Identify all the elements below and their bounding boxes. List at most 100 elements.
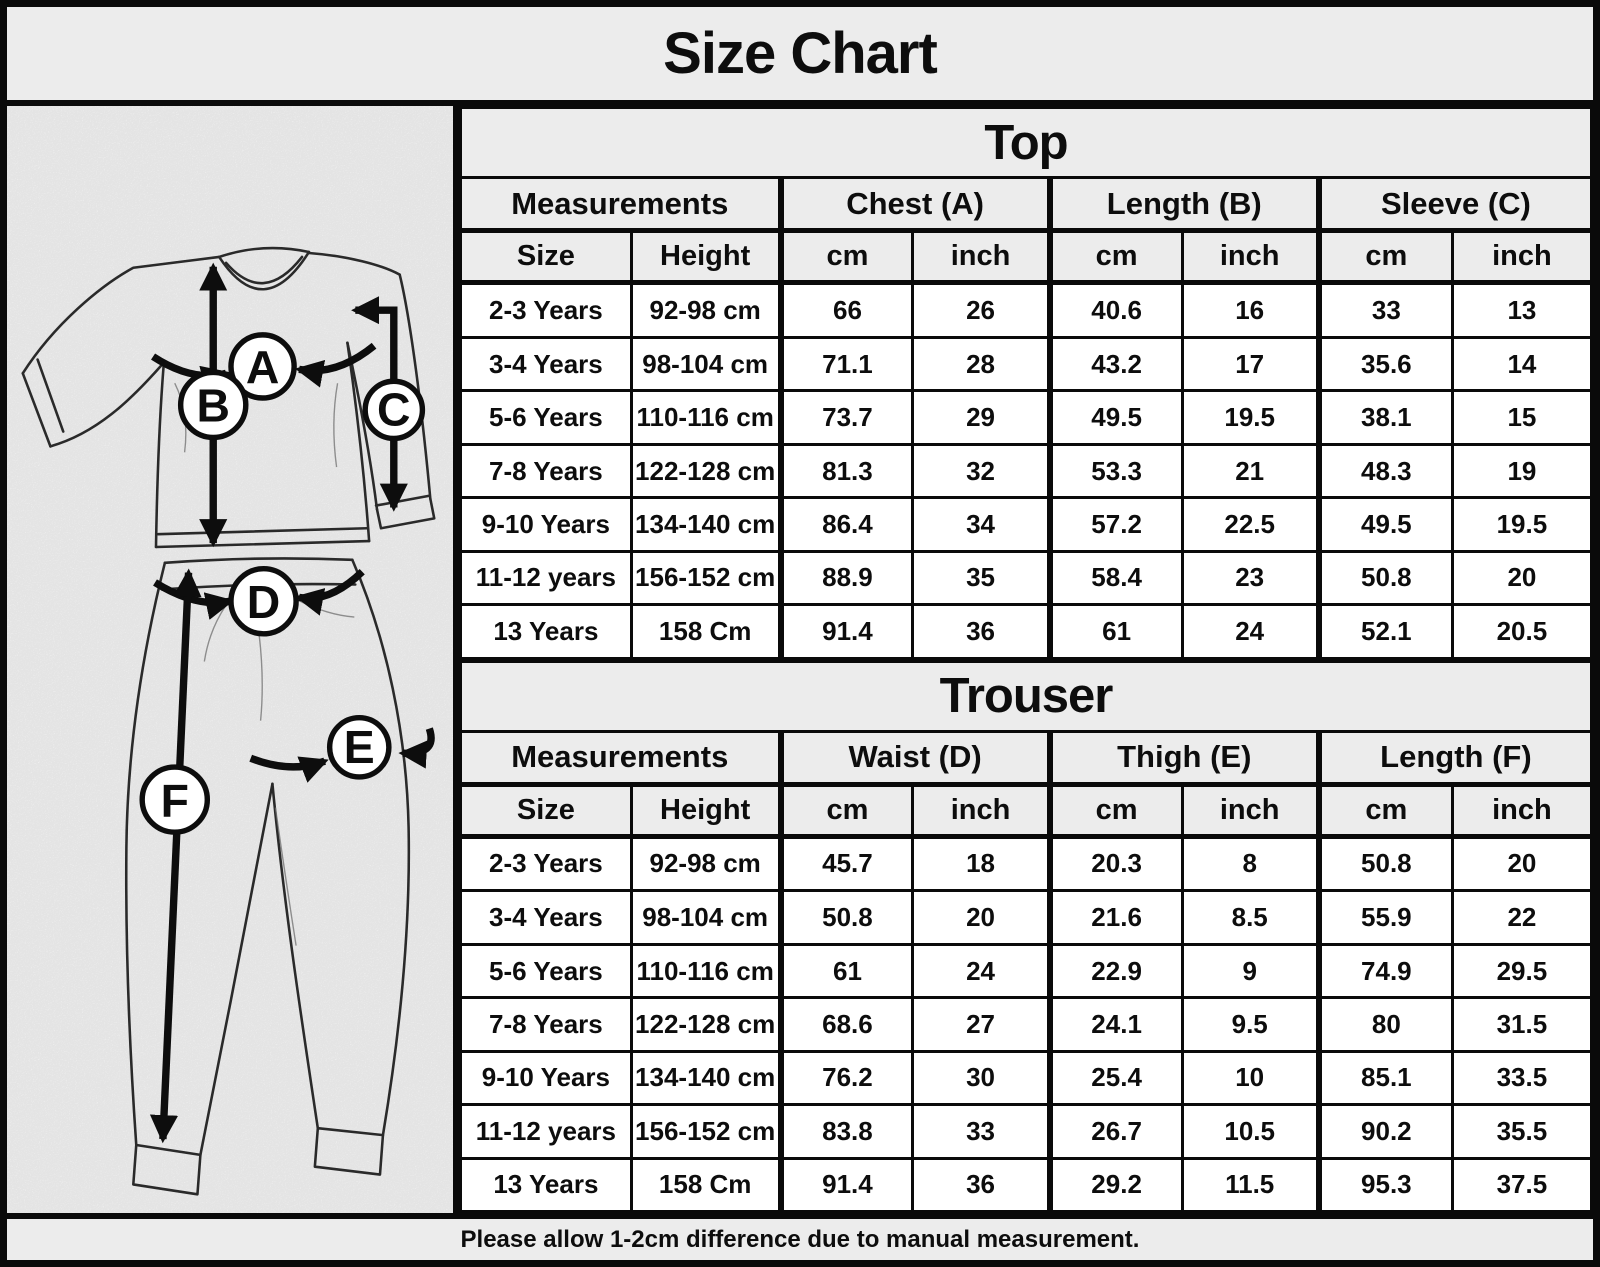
table-cell: 88.9 [777,549,915,607]
svg-text:F: F [161,774,189,826]
table-cell: 83.8 [777,1103,915,1160]
table-cell: 156-152 cm [629,549,783,607]
column-header: cm [1046,229,1184,285]
table-cell: 91.4 [777,1156,915,1214]
footer-band: Please allow 1-2cm difference due to man… [7,1213,1593,1260]
table-cell: 49.5 [1046,389,1184,446]
table-cell: 10.5 [1180,1103,1321,1160]
table-cell: 36 [911,603,1052,660]
table-cell: 76.2 [777,1049,915,1107]
table-cell: 13 Years [459,603,633,660]
table-row: 2-3 Years 92-98 cm 66 26 40.6 16 33 13 [459,281,1594,339]
table-cell: 26.7 [1046,1103,1184,1160]
table-cell: 68.6 [777,996,915,1053]
table-cell: 20.3 [1046,834,1184,893]
marker-length-b: B [177,369,249,441]
group-header: Length (F) [1315,729,1593,787]
table-cell: 158 Cm [629,603,783,660]
table-cell: 29.5 [1450,942,1594,1000]
table-cell: 61 [777,942,915,1000]
table-cell: 13 [1450,281,1594,339]
table-cell: 156-152 cm [629,1103,783,1160]
table-cell: 29.2 [1046,1156,1184,1214]
table-cell: 98-104 cm [629,889,783,946]
table-cell: 122-128 cm [629,996,783,1053]
table-cell: 11-12 years [459,549,633,607]
column-header: cm [1315,229,1454,285]
column-header: cm [777,229,915,285]
table-cell: 50.8 [1315,834,1454,893]
table-cell: 33 [1315,281,1454,339]
table-row: 3-4 Years 98-104 cm 71.1 28 43.2 17 35.6 14 [459,335,1594,393]
table-row: 9-10 Years 134-140 cm 76.2 30 25.4 10 85.1 33.5 [459,1049,1594,1107]
table-cell: 80 [1315,996,1454,1053]
table-cell: 86.4 [777,496,915,553]
table-row: 13 Years 158 Cm 91.4 36 29.2 11.5 95.3 37.5 [459,1156,1594,1214]
section-banner-row: Trouser [459,659,1593,733]
table-row: 5-6 Years 110-116 cm 61 24 22.9 9 74.9 29.5 [459,942,1594,1000]
column-header: cm [777,782,915,839]
table-cell: 5-6 Years [459,942,633,1000]
column-header: inch [1180,229,1321,285]
main-area: A B C D E [7,106,1594,1214]
marker-thigh-e: E [326,715,392,780]
table-cell: 23 [1180,549,1321,607]
table-cell: 66 [777,281,915,339]
group-header: Thigh (E) [1046,729,1321,787]
table-cell: 52.1 [1315,603,1454,660]
table-cell: 9-10 Years [459,1049,633,1107]
table-cell: 13 Years [459,1156,633,1214]
table-cell: 2-3 Years [459,281,633,339]
sub-header-row: Size Height cm inch cm inch cm inch [459,229,1594,285]
table-cell: 7-8 Years [459,442,633,500]
section-banner-row: Top [459,106,1593,179]
table-row: 5-6 Years 110-116 cm 73.7 29 49.5 19.5 38.1 15 [459,389,1594,446]
top-size-table: Top Measurements Chest (A) Length (B) Sleeve… [458,106,1594,660]
table-cell: 61 [1046,603,1184,660]
table-cell: 50.8 [1315,549,1454,607]
group-header: Measurements [458,176,783,233]
table-cell: 9 [1180,942,1321,1000]
table-cell: 9.5 [1180,996,1321,1053]
table-cell: 50.8 [777,889,915,946]
marker-waist-d: D [228,566,299,637]
table-cell: 33 [911,1103,1052,1160]
column-header: cm [1315,782,1454,839]
table-cell: 40.6 [1046,281,1184,339]
group-header: Length (B) [1046,176,1321,233]
sleeve-c-arrow [351,296,408,512]
column-header: inch [911,782,1052,839]
column-header: cm [1046,782,1184,839]
table-cell: 19.5 [1450,496,1594,553]
table-cell: 22 [1450,889,1594,946]
table-cell: 92-98 cm [629,834,783,893]
table-cell: 21 [1180,442,1321,500]
thigh-e-arrow-right [398,727,435,769]
table-cell: 53.3 [1046,442,1184,500]
table-cell: 19 [1450,442,1594,500]
column-header: inch [911,229,1052,285]
column-header: inch [1450,229,1594,285]
table-cell: 122-128 cm [629,442,783,500]
title-band: Size Chart [7,7,1593,106]
svg-text:C: C [377,384,410,436]
table-cell: 15 [1450,389,1594,446]
table-cell: 134-140 cm [629,496,783,553]
table-cell: 11.5 [1180,1156,1321,1214]
table-cell: 32 [911,442,1052,500]
marker-chest-a: A [228,332,297,401]
table-cell: 27 [911,996,1052,1053]
page-title: Size Chart [663,21,938,86]
measurement-note: Please allow 1-2cm difference due to man… [460,1225,1140,1253]
marker-sleeve-c: C [362,378,426,442]
table-row: 3-4 Years 98-104 cm 50.8 20 21.6 8.5 55.9 22 [459,889,1594,946]
table-cell: 9-10 Years [459,496,633,553]
table-cell: 3-4 Years [459,889,633,946]
table-row: 7-8 Years 122-128 cm 81.3 32 53.3 21 48.3 19 [459,442,1594,500]
section-title: Top [459,106,1593,179]
table-cell: 48.3 [1315,442,1454,500]
table-cell: 8 [1180,834,1321,893]
sub-header-row: Size Height cm inch cm inch cm inch [459,782,1594,839]
table-cell: 16 [1180,281,1321,339]
